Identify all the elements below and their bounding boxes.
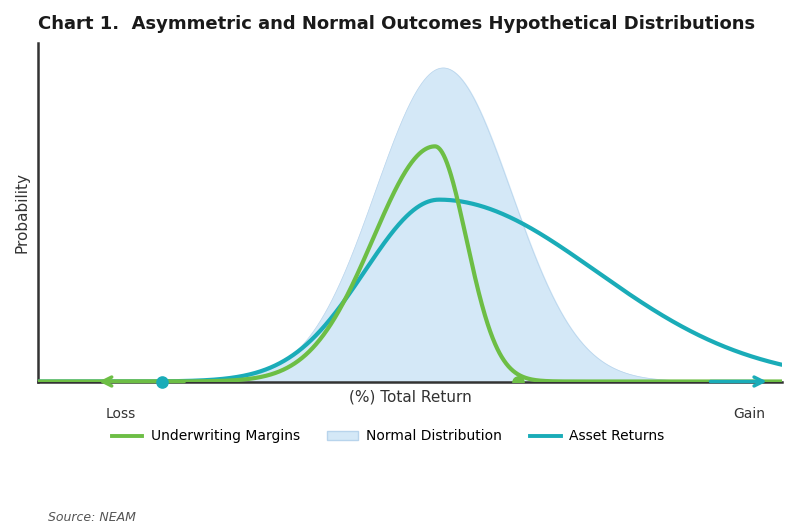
Legend: Underwriting Margins, Normal Distribution, Asset Returns: Underwriting Margins, Normal Distributio… xyxy=(106,424,669,449)
Text: Source: NEAM: Source: NEAM xyxy=(48,511,135,524)
X-axis label: (%) Total Return: (%) Total Return xyxy=(349,390,472,405)
Text: Chart 1.  Asymmetric and Normal Outcomes Hypothetical Distributions: Chart 1. Asymmetric and Normal Outcomes … xyxy=(38,15,756,33)
Point xyxy=(511,377,524,386)
Point xyxy=(156,377,169,386)
Text: Gain: Gain xyxy=(733,407,765,421)
Text: Loss: Loss xyxy=(106,407,136,421)
Y-axis label: Probability: Probability xyxy=(15,171,30,252)
